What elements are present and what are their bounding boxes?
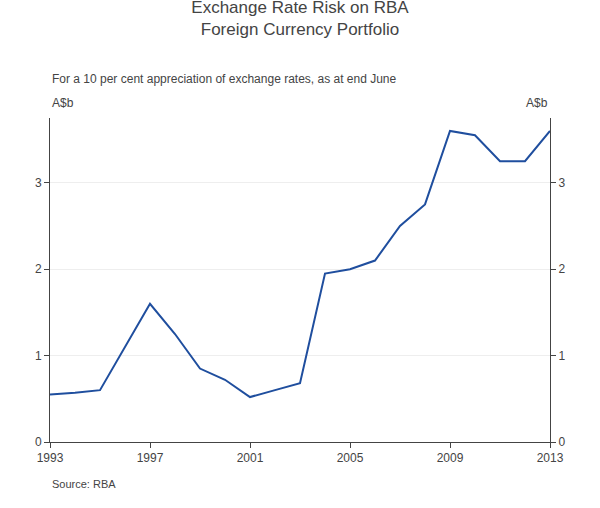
- svg-text:A$b: A$b: [52, 96, 74, 110]
- svg-text:A$b: A$b: [526, 96, 548, 110]
- svg-text:1: 1: [558, 349, 565, 363]
- svg-text:3: 3: [35, 176, 42, 190]
- svg-text:3: 3: [558, 176, 565, 190]
- svg-text:For a 10 per cent appreciation: For a 10 per cent appreciation of exchan…: [52, 72, 397, 86]
- svg-text:0: 0: [558, 435, 565, 449]
- svg-text:2001: 2001: [237, 451, 264, 465]
- svg-text:Source: RBA: Source: RBA: [52, 478, 116, 490]
- svg-text:2005: 2005: [337, 451, 364, 465]
- svg-text:2: 2: [558, 262, 565, 276]
- svg-text:2: 2: [35, 262, 42, 276]
- svg-text:1993: 1993: [37, 451, 64, 465]
- svg-text:2013: 2013: [537, 451, 564, 465]
- svg-text:2009: 2009: [437, 451, 464, 465]
- svg-text:1: 1: [35, 349, 42, 363]
- svg-text:0: 0: [35, 435, 42, 449]
- svg-text:Exchange Rate Risk on RBAForei: Exchange Rate Risk on RBAForeign Currenc…: [191, 0, 409, 39]
- svg-text:1997: 1997: [137, 451, 164, 465]
